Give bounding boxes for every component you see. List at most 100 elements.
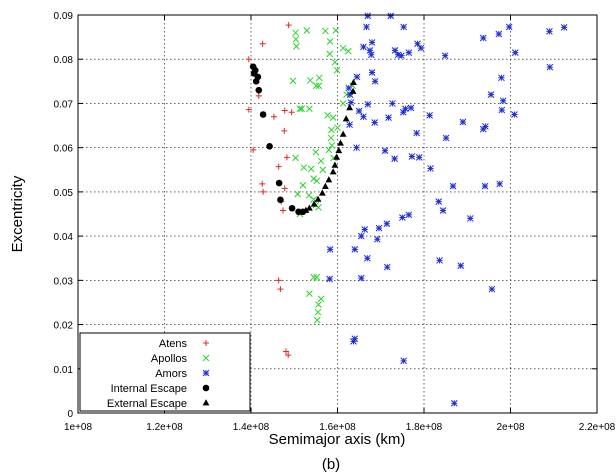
- atens-point: [270, 113, 277, 120]
- apollos-point: [313, 177, 321, 185]
- apollos-point: [299, 181, 307, 189]
- legend-marker-apollos: [202, 354, 210, 362]
- amors-point: [346, 121, 353, 129]
- apollos-point: [344, 47, 352, 55]
- amors-point: [345, 84, 353, 92]
- amors-point: [400, 23, 408, 31]
- apollos-point: [294, 190, 302, 198]
- atens-point: [250, 146, 257, 153]
- data-points: [245, 12, 568, 407]
- amors-point: [560, 24, 568, 31]
- atens-point: [255, 92, 262, 99]
- atens-point: [277, 286, 284, 293]
- amors-point: [347, 99, 355, 106]
- apollos-point: [327, 134, 335, 142]
- amors-point: [405, 49, 413, 56]
- internal-escape-point: [277, 196, 284, 204]
- amors-point: [381, 147, 389, 155]
- legend-label-internal-escape: Internal Escape: [111, 383, 187, 395]
- amors-point: [326, 275, 334, 283]
- axis-ticks: 1e+08 1.2e+08 1.4e+08 1.6e+08 1.8e+08 2e+08 2.…: [54, 11, 616, 433]
- amors-point: [488, 285, 496, 293]
- amors-point: [495, 30, 503, 38]
- atens-point: [245, 56, 252, 63]
- amors-point: [360, 113, 367, 121]
- apollos-point: [292, 154, 299, 162]
- legend-marker-external-escape: [202, 399, 210, 406]
- apollos-point: [300, 164, 308, 171]
- atens-point: [283, 348, 290, 355]
- external-escape-point: [321, 182, 329, 189]
- grid: [78, 15, 597, 413]
- amors-point: [482, 123, 489, 130]
- amors-point: [368, 39, 376, 46]
- x-tick-label: 2e+08: [496, 422, 525, 433]
- amors-point: [426, 112, 433, 119]
- apollos-point: [326, 38, 334, 45]
- atens-point: [281, 185, 288, 192]
- amors-point: [408, 153, 416, 160]
- atens-point: [280, 207, 287, 214]
- apollos-point: [319, 166, 327, 174]
- amors-point: [479, 34, 487, 42]
- external-escape-point: [335, 146, 343, 154]
- y-tick-label: 0.01: [54, 365, 74, 376]
- amors-point: [466, 215, 474, 222]
- amors-point: [457, 262, 465, 270]
- amors-point: [383, 263, 391, 271]
- apollos-point: [313, 316, 321, 324]
- amors-point: [450, 399, 458, 407]
- amors-point: [371, 77, 379, 85]
- apollos-point: [312, 148, 320, 156]
- legend-label-amors: Amors: [155, 368, 187, 380]
- apollos-point: [289, 77, 297, 85]
- external-escape-point: [302, 206, 310, 213]
- amors-point: [399, 108, 407, 116]
- external-escape-point: [337, 139, 344, 146]
- apollos-point: [317, 157, 325, 165]
- external-escape-point: [346, 104, 354, 111]
- amors-point: [414, 40, 421, 48]
- amors-point: [439, 207, 447, 214]
- amors-point: [400, 357, 408, 365]
- apollos-point: [306, 290, 313, 297]
- apollos-point: [322, 27, 329, 35]
- internal-escape-point: [252, 78, 260, 85]
- external-escape-point: [310, 200, 318, 207]
- apollos-point: [313, 273, 321, 281]
- y-tick-label: 0.04: [54, 232, 74, 243]
- amors-point: [427, 165, 434, 172]
- legend-marker-amors: [202, 369, 210, 377]
- atens-point: [259, 180, 266, 187]
- amors-point: [459, 118, 467, 126]
- amors-point: [481, 182, 489, 190]
- amors-point: [366, 47, 374, 54]
- legend-box: [79, 332, 251, 412]
- amors-point: [357, 232, 365, 240]
- amors-point: [353, 73, 361, 81]
- legend-marker-internal-escape: [202, 384, 210, 392]
- y-axis-label: Excentricity: [9, 175, 26, 252]
- apollos-point: [315, 82, 323, 90]
- amors-point: [407, 104, 415, 112]
- apollos-point: [315, 74, 323, 82]
- amors-point: [326, 246, 334, 253]
- amors-point: [399, 214, 406, 221]
- amors-point: [389, 100, 396, 107]
- apollos-point: [332, 27, 340, 34]
- external-escape-point: [333, 153, 341, 160]
- y-tick-label: 0: [67, 409, 73, 420]
- internal-escape-point: [288, 204, 296, 212]
- amors-point: [435, 198, 443, 205]
- amors-point: [371, 119, 379, 126]
- apollos-point: [324, 112, 331, 119]
- amors-point: [487, 91, 495, 98]
- amors-point: [361, 226, 369, 233]
- apollos-point: [314, 308, 322, 316]
- amors-point: [496, 180, 504, 188]
- apollos-point: [312, 82, 320, 90]
- atens-point: [275, 163, 282, 170]
- amors-point: [546, 28, 553, 35]
- apollos-point: [331, 58, 339, 66]
- series-atens: [245, 22, 295, 359]
